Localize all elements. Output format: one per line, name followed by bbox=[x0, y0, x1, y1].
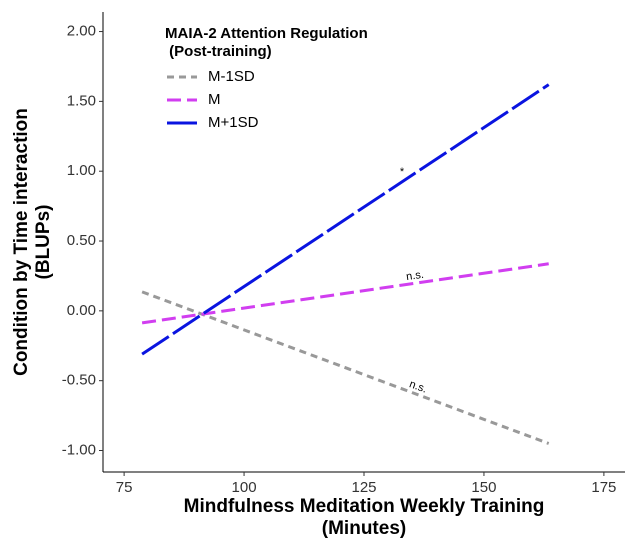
y-tick-label: 0.50 bbox=[67, 232, 96, 249]
x-tick-label: 150 bbox=[471, 479, 496, 496]
x-tick-label: 75 bbox=[116, 479, 133, 496]
y-axis-title: (BLUPs) bbox=[33, 205, 54, 280]
legend-title: (Post-training) bbox=[165, 43, 272, 60]
legend-title: MAIA-2 Attention Regulation bbox=[165, 25, 368, 42]
x-axis-title: (Minutes) bbox=[322, 518, 406, 539]
legend-label: M bbox=[208, 91, 221, 108]
x-tick-label: 100 bbox=[232, 479, 257, 496]
series-line bbox=[141, 290, 550, 445]
annotation: * bbox=[400, 166, 405, 178]
series-line bbox=[141, 262, 549, 325]
y-tick-label: 2.00 bbox=[67, 23, 96, 40]
y-tick-label: -0.50 bbox=[62, 372, 96, 389]
legend-label: M-1SD bbox=[208, 68, 255, 85]
x-tick-label: 175 bbox=[591, 479, 616, 496]
y-axis-title: Condition by Time interaction bbox=[11, 108, 32, 376]
x-tick-label: 125 bbox=[351, 479, 376, 496]
x-axis-title: Mindfulness Meditation Weekly Training bbox=[184, 496, 545, 517]
y-tick-label: -1.00 bbox=[62, 441, 96, 458]
y-tick-label: 1.50 bbox=[67, 92, 96, 109]
legend-label: M+1SD bbox=[208, 114, 259, 131]
y-tick-label: 0.00 bbox=[67, 302, 96, 319]
annotation: n.s. bbox=[405, 269, 424, 283]
series-line bbox=[141, 83, 550, 356]
annotation: n.s. bbox=[408, 378, 429, 395]
y-tick-label: 1.00 bbox=[67, 162, 96, 179]
